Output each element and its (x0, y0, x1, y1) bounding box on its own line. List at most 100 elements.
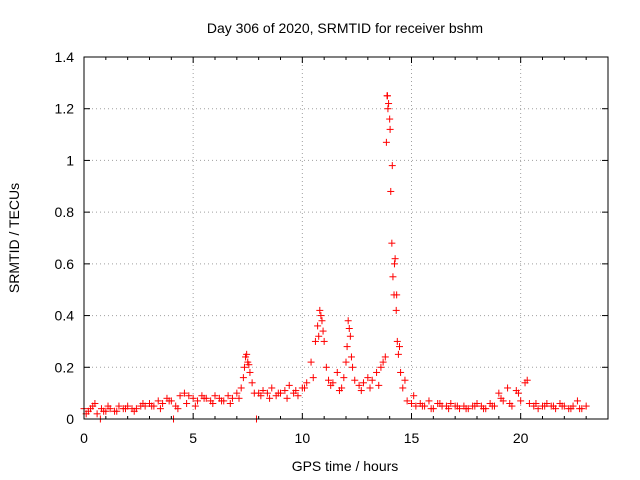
data-point (259, 387, 267, 395)
data-point (194, 397, 202, 405)
data-point (325, 376, 333, 384)
data-point (392, 306, 400, 314)
data-point (384, 105, 392, 113)
data-point (191, 402, 199, 410)
y-tick-label: 0.8 (55, 204, 75, 220)
data-point (294, 392, 302, 400)
data-point (159, 399, 167, 407)
data-point (471, 402, 479, 410)
data-point (239, 374, 247, 382)
data-point (368, 376, 376, 384)
data-point (351, 376, 359, 384)
data-point (307, 358, 315, 366)
data-point (412, 402, 420, 410)
data-point (104, 402, 112, 410)
data-point (292, 387, 300, 395)
x-tick-label: 10 (295, 430, 311, 446)
data-point (388, 162, 396, 170)
data-point (549, 402, 557, 410)
data-point (389, 273, 397, 281)
data-point (245, 361, 253, 369)
data-point (390, 260, 398, 268)
data-point (347, 353, 355, 361)
y-tick-label: 0.2 (55, 359, 75, 375)
data-point (91, 399, 99, 407)
data-point (115, 402, 123, 410)
data-point (340, 374, 348, 382)
data-point (309, 374, 317, 382)
data-point (381, 353, 389, 361)
data-point (303, 379, 311, 387)
axis-ticks (83, 56, 608, 420)
data-point (408, 399, 415, 407)
data-point (335, 387, 343, 395)
data-point (382, 138, 390, 146)
x-tick-labels: 0 5 10 15 20 (80, 430, 529, 446)
x-axis-label: GPS time / hours (292, 458, 399, 474)
data-point (399, 384, 407, 392)
data-point (268, 384, 276, 392)
data-point (386, 125, 394, 133)
data-point (359, 379, 367, 387)
data-point (139, 399, 147, 407)
data-point (427, 405, 435, 413)
data-point (401, 376, 409, 384)
data-point (148, 402, 156, 410)
data-point (301, 384, 309, 392)
data-point (386, 115, 394, 123)
data-point (156, 405, 164, 413)
data-point (395, 343, 403, 351)
data-point (349, 363, 357, 371)
data-point (183, 399, 191, 407)
y-tick-label: 1 (66, 152, 74, 168)
data-point (343, 343, 351, 351)
y-tick-label: 0 (66, 411, 74, 427)
data-point (257, 392, 265, 400)
data-point (364, 374, 372, 382)
data-point (174, 405, 182, 413)
data-point (240, 363, 248, 371)
data-point (235, 394, 243, 402)
data-point (397, 368, 405, 376)
data-point (447, 399, 455, 407)
data-point (246, 368, 254, 376)
data-point (226, 399, 234, 407)
data-point (436, 399, 444, 407)
data-point (567, 405, 575, 413)
data-point (266, 394, 274, 402)
data-point (523, 376, 531, 384)
data-point (391, 255, 399, 263)
data-point (211, 392, 219, 400)
data-point (345, 325, 353, 332)
data-point (342, 358, 350, 366)
data-point (283, 394, 291, 402)
data-points (80, 92, 590, 423)
data-point (393, 291, 401, 299)
data-point (248, 379, 256, 387)
data-point (228, 394, 236, 402)
data-point (121, 405, 129, 413)
data-point (218, 397, 226, 405)
x-tick-label: 15 (404, 430, 420, 446)
data-point (357, 387, 365, 395)
data-point (327, 381, 335, 389)
data-point (87, 405, 95, 413)
data-point (274, 389, 282, 397)
data-point (233, 389, 241, 397)
data-point (185, 392, 193, 400)
data-point (504, 384, 512, 392)
y-tick-label: 1.2 (55, 101, 75, 117)
data-point (410, 392, 418, 400)
data-point (165, 397, 173, 405)
data-point (316, 306, 324, 314)
data-point (517, 397, 525, 405)
data-point (314, 322, 322, 330)
x-tick-label: 20 (513, 430, 529, 446)
data-point (394, 350, 402, 358)
y-tick-label: 0.4 (55, 308, 75, 324)
data-point (403, 397, 411, 405)
data-point (573, 397, 581, 405)
data-point (209, 399, 217, 407)
data-point (344, 317, 352, 325)
